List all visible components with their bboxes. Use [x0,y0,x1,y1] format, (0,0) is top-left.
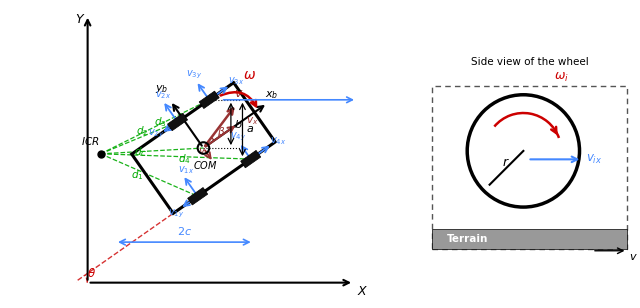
Text: $v_{ix}$: $v_{ix}$ [586,153,602,166]
Text: $v$: $v$ [234,87,244,100]
Text: $d_C$: $d_C$ [134,145,147,159]
Polygon shape [241,150,260,168]
Text: $\omega_i$: $\omega_i$ [554,71,569,84]
Text: $v_{3x}$: $v_{3x}$ [228,75,244,87]
Text: $COM$: $COM$ [193,159,217,171]
Bar [432,229,627,249]
Text: $x_b$: $x_b$ [264,90,278,101]
Text: $\theta$: $\theta$ [87,267,96,280]
Text: $d_2$: $d_2$ [136,124,148,138]
Bar [432,87,627,249]
Text: $v_{2y}$: $v_{2y}$ [148,128,164,140]
Polygon shape [199,91,220,108]
Text: $X$: $X$ [357,285,368,298]
Text: $v$: $v$ [630,252,638,262]
Text: $v_{1y}$: $v_{1y}$ [168,208,184,220]
Text: $d_1$: $d_1$ [131,168,144,182]
Text: $v_x$: $v_x$ [246,116,258,128]
Polygon shape [168,113,188,131]
Text: $d_3$: $d_3$ [154,116,167,129]
Text: $v_y$: $v_y$ [198,147,211,159]
Text: $v_{1x}$: $v_{1x}$ [177,165,194,176]
Text: $v_{2x}$: $v_{2x}$ [154,90,171,101]
Text: $y_b$: $y_b$ [156,83,168,95]
Text: $v_{4x}$: $v_{4x}$ [269,135,286,147]
Text: $a$: $a$ [246,124,254,135]
Text: $d_4$: $d_4$ [178,152,191,166]
Polygon shape [188,188,208,205]
Text: $ICR$: $ICR$ [81,135,99,147]
Text: Side view of the wheel: Side view of the wheel [471,57,588,67]
Text: $2c$: $2c$ [177,225,192,237]
Text: $b$: $b$ [234,118,243,130]
Text: $r$: $r$ [502,156,509,169]
Text: $v_{3y}$: $v_{3y}$ [186,69,202,81]
Text: Terrain: Terrain [447,234,488,244]
Text: $\omega$: $\omega$ [243,68,257,82]
Text: $Y$: $Y$ [75,13,85,26]
Text: $\beta$: $\beta$ [218,124,226,139]
Text: $v_{4y}$: $v_{4y}$ [230,131,246,144]
